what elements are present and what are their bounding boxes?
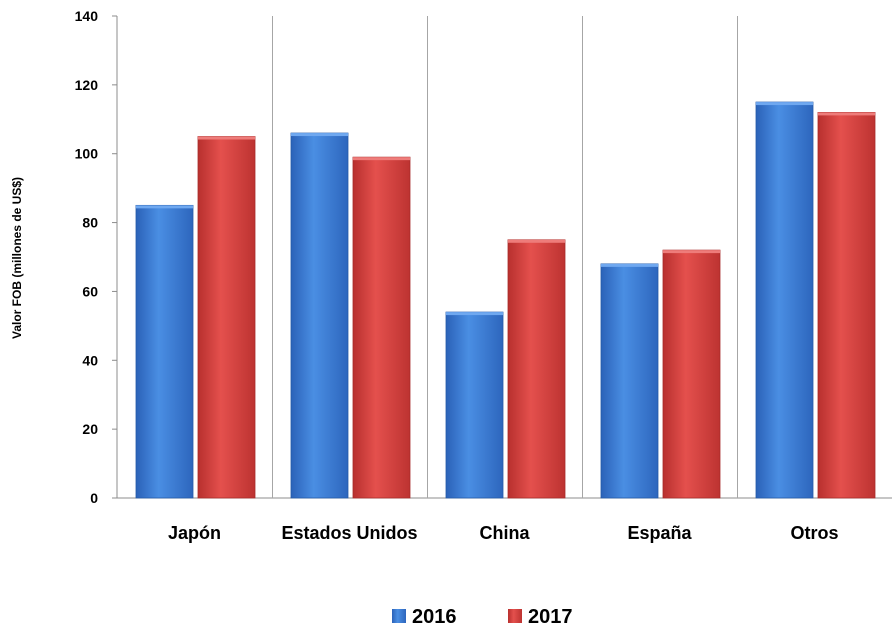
bar-top-highlight — [663, 250, 720, 254]
bar-2017-japón — [197, 136, 256, 499]
y-axis-title: Valor FOB (millones de US$) — [10, 177, 24, 339]
bar-top-highlight — [756, 102, 813, 106]
bar-2017-estados-unidos — [352, 156, 411, 499]
bar-top-highlight — [136, 205, 193, 209]
bar-top-highlight — [508, 239, 565, 243]
bar-top-highlight — [601, 263, 658, 267]
bar-top-highlight — [198, 136, 255, 140]
y-tick-label: 20 — [82, 421, 98, 437]
bar-2017-china — [507, 239, 566, 499]
x-tick-label: Otros — [790, 523, 838, 543]
bar-2017-españa — [662, 249, 721, 499]
y-tick-label: 140 — [75, 8, 99, 24]
bar-2016-españa — [600, 263, 659, 499]
legend-swatch-2017 — [508, 609, 522, 623]
bar-2016-estados-unidos — [290, 132, 349, 499]
y-tick-label: 80 — [82, 215, 98, 231]
bar-2016-china — [445, 311, 504, 499]
x-tick-label: Japón — [168, 523, 221, 543]
bar-top-highlight — [818, 112, 875, 116]
bar-2016-japón — [135, 204, 194, 499]
x-tick-label: China — [479, 523, 530, 543]
y-tick-label: 40 — [82, 352, 98, 368]
y-tick-label: 100 — [75, 146, 99, 162]
labels-group: 0 20 40 60 80 100 120 140 Japón Estados Unidos Chi… — [75, 8, 839, 543]
legend-label-2017: 2017 — [528, 606, 573, 628]
bar-top-highlight — [446, 312, 503, 316]
legend-swatch-2016 — [392, 609, 406, 623]
x-tick-label: España — [627, 523, 692, 543]
x-tick-label: Estados Unidos — [281, 523, 417, 543]
y-tick-label: 60 — [82, 283, 98, 299]
legend: 2016 2017 — [392, 606, 573, 628]
bars-group — [135, 101, 876, 499]
y-tick-label: 0 — [90, 490, 98, 506]
y-tick-label: 120 — [75, 77, 99, 93]
bar-2017-otros — [817, 112, 876, 499]
legend-label-2016: 2016 — [412, 606, 457, 628]
bar-top-highlight — [353, 157, 410, 161]
bar-2016-otros — [755, 101, 814, 499]
bar-top-highlight — [291, 133, 348, 137]
